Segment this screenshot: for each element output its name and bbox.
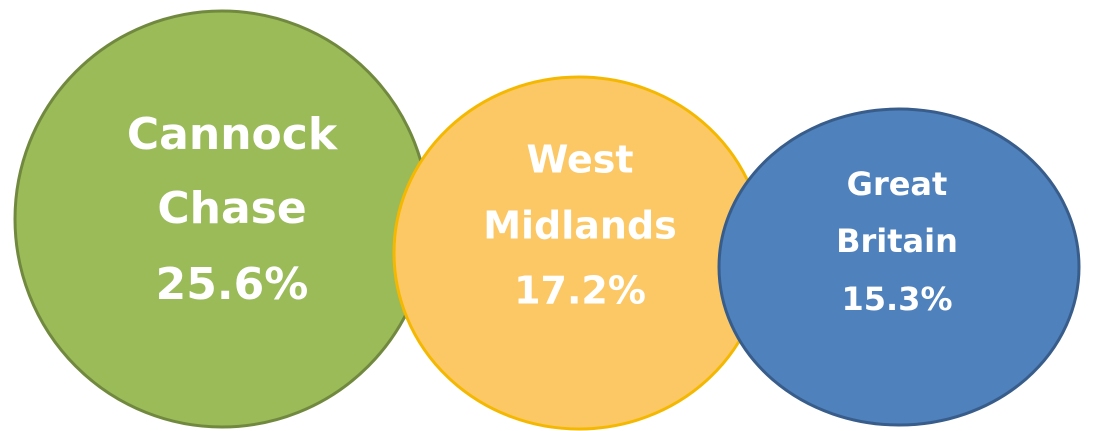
circle (717, 107, 1081, 427)
node-label: Britain (836, 222, 958, 260)
node-value: 15.3% (841, 280, 952, 318)
node-value: 17.2% (514, 269, 646, 313)
node-label: Chase (157, 183, 306, 234)
node-value: 25.6% (156, 259, 309, 310)
node-label: Great (847, 165, 948, 203)
node-cannock: Cannock Chase 25.6% (13, 9, 431, 429)
circle (392, 75, 766, 431)
node-label: Midlands (483, 204, 677, 248)
node-label: West (526, 138, 633, 182)
node-great-britain: Great Britain 15.3% (717, 107, 1081, 427)
node-west-midlands: West Midlands 17.2% (392, 75, 766, 431)
node-label: Cannock (127, 109, 339, 160)
